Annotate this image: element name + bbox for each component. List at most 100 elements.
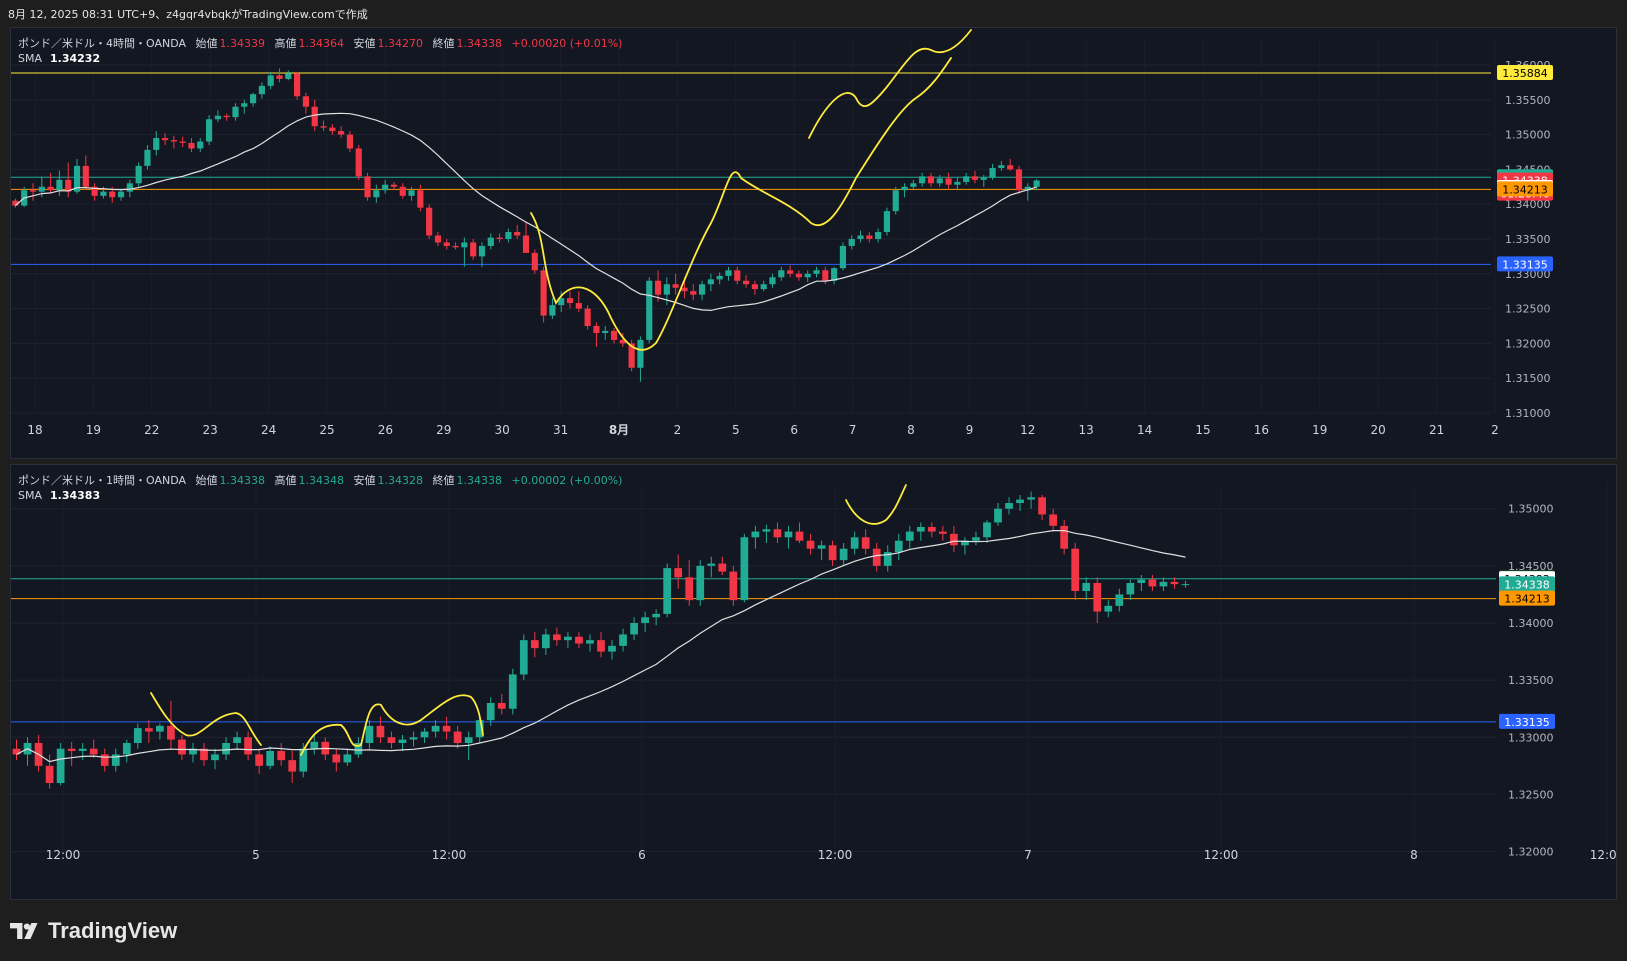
candle-body [901,186,908,191]
freehand-drawings[interactable] [530,29,972,351]
time-tick-label: 31 [553,423,568,437]
candle-body [936,178,943,184]
candle-body [311,106,318,127]
candle-body [707,279,714,285]
time-tick-label: 19 [86,423,101,437]
candle-body [244,737,252,755]
candle-body [531,252,538,271]
candle-body [45,765,54,783]
time-tick-label: 5 [732,423,740,437]
chart-panel-1h[interactable]: 1.35000 1.34500 1.34000 1.33500 1.33000 1.325… [10,464,1617,900]
candle-body [133,728,142,743]
candle-body [784,531,793,538]
candle-body [939,531,947,534]
brush-stroke[interactable] [530,57,952,351]
candle-body [530,640,539,649]
candle-body [111,754,120,766]
grid [11,38,1496,414]
time-axis[interactable]: 18 19 22 23 24 25 26 29 30 31 8月 2 5 6 7 8 9 12 13 14 15 16 19… [27,423,1498,437]
brush-stroke[interactable] [845,484,907,525]
candle-body [857,235,864,239]
candle-body [285,73,292,79]
time-tick-label: 24 [261,423,276,437]
chart-canvas-4h[interactable]: 1.360001.355001.350001.345001.340001.335… [11,28,1617,459]
candle-body [91,186,98,196]
brush-stroke[interactable] [808,29,972,139]
candle-body [566,298,574,304]
candle-body [983,522,991,538]
candle-body [980,177,987,180]
candle-body [178,739,186,755]
close-label: 終値 [432,474,455,487]
freehand-drawings[interactable] [150,484,907,756]
candle-body [161,138,169,141]
candle-body [883,552,892,566]
candle-body [338,131,345,135]
low-value: 1.34270 [377,37,424,50]
candle-body [222,743,230,755]
sma-legend-4h[interactable]: SMA 1.34232 [18,52,100,65]
time-tick-label: 9 [966,423,974,437]
price-badge: 1.35884 [1497,65,1553,81]
grid [11,483,1608,863]
candle-body [740,537,749,601]
price-axis[interactable]: 1.35000 1.34500 1.34000 1.33500 1.33000 1.325… [1499,503,1555,859]
candle-body [696,565,705,601]
candle-body [698,284,706,295]
price-tick-label: 1.32500 [1505,303,1551,316]
chart-canvas-1h[interactable]: 1.35000 1.34500 1.34000 1.33500 1.33000 1.325… [11,465,1617,900]
candle-body [1126,583,1135,595]
candle-body [373,190,380,198]
sma-legend-1h[interactable]: SMA 1.34383 [18,489,100,502]
change-value: +0.00020 (+0.01%) [511,37,623,50]
candle-body [232,106,239,118]
candle-body [972,537,980,541]
candle-body [894,540,903,553]
time-tick-label: 15 [1195,423,1210,437]
candle-body [804,273,811,278]
candle-body [602,330,609,333]
brush-stroke[interactable] [150,692,262,746]
candle-body [927,176,935,184]
price-badge-bg [1497,65,1553,81]
time-tick-label: 16 [1254,423,1269,437]
candle-body [266,751,275,766]
price-tick-label: 1.32000 [1508,846,1554,859]
candle-body [135,165,142,184]
candle-body [542,634,550,649]
time-tick-label: 18 [27,423,42,437]
candle-body [610,330,618,340]
candle-body [294,73,301,97]
candle-body [514,232,521,236]
price-badge-label: 1.34213 [1504,593,1550,606]
candle-body [153,138,160,150]
candle-body [734,270,741,281]
candle-body [73,165,81,192]
candle-body [1181,584,1190,586]
candle-body [276,75,283,79]
close-value: 1.34338 [456,37,503,50]
candle-body [364,176,371,198]
candle-body [409,737,418,740]
candle-body [197,141,204,149]
candle-body [778,270,785,278]
candle-body [382,184,389,191]
brush-stroke[interactable] [300,694,484,756]
brand-logo[interactable]: TradingView [10,918,177,944]
candle-body [681,287,688,292]
candle-body [420,731,429,738]
candle-body [408,190,415,196]
candle-body [1024,186,1031,191]
price-tick-label: 1.35500 [1505,94,1551,107]
candle-body [1016,499,1024,503]
candle-body [497,703,506,709]
price-tick-label: 1.31000 [1505,407,1551,420]
candle-body [866,235,873,239]
candle-body [398,739,407,743]
candle-body [1148,579,1157,587]
candle-body [144,149,151,166]
candle-body [806,540,815,549]
time-axis[interactable]: 12:00512:00612:00712:00812:00912:001212:… [46,848,1617,862]
chart-panel-4h[interactable]: 1.360001.355001.350001.345001.340001.335… [10,27,1617,459]
price-axis[interactable]: 1.360001.355001.350001.345001.340001.335… [1497,59,1553,420]
